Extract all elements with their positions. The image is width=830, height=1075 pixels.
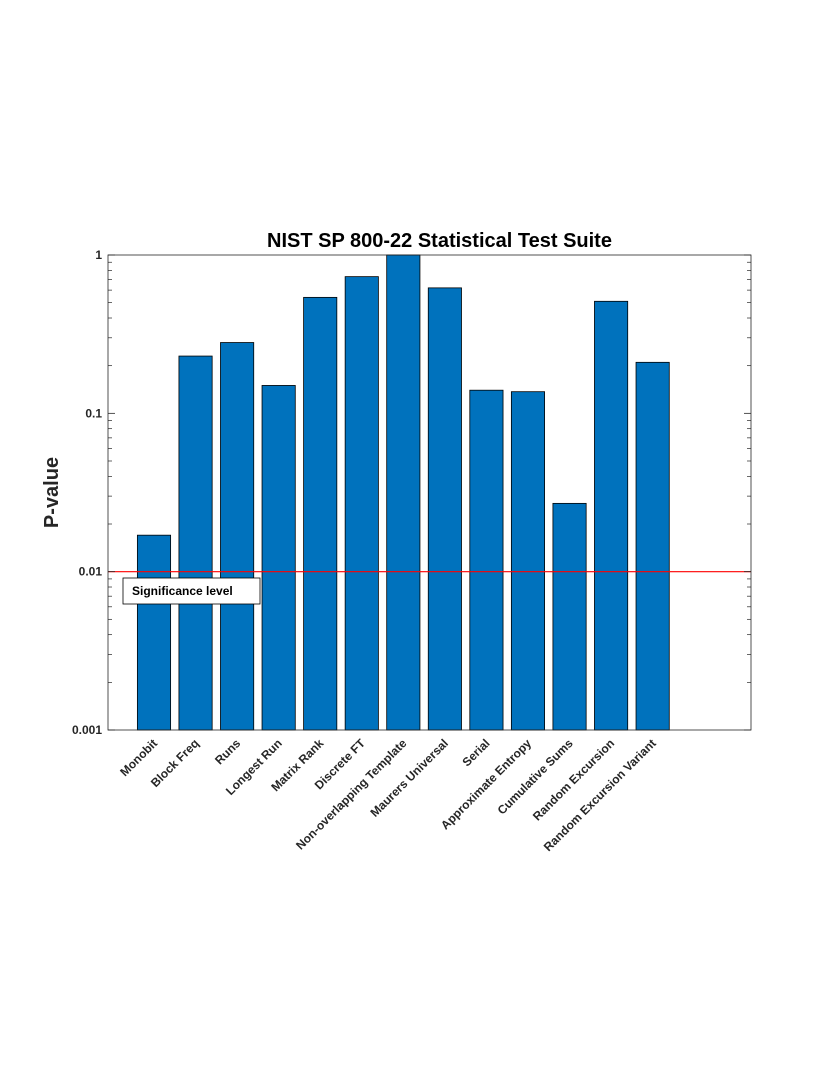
y-tick-label: 1 [95, 248, 102, 262]
bar-series [136, 254, 670, 731]
significance-legend-label: Significance level [132, 584, 233, 598]
x-tick-label-maurers-universal: Maurers Universal [368, 736, 451, 819]
chart-title: NIST SP 800-22 Statistical Test Suite [267, 230, 612, 252]
bar-discrete-ft [344, 276, 379, 731]
bar-longest-run [261, 385, 296, 731]
x-tick-label-runs: Runs [212, 736, 243, 767]
x-tick-label-monobit: Monobit [117, 736, 160, 779]
bar-matrix-rank [303, 296, 338, 731]
y-tick-label: 0.1 [85, 406, 102, 420]
y-axis-label: P-value [41, 457, 63, 528]
plot-frame [107, 254, 752, 731]
bar-random-excursion-variant [635, 361, 670, 731]
x-tick-label-cumulative-sums: Cumulative Sums [495, 736, 576, 817]
bar-approximate-entropy [510, 391, 545, 731]
axes [107, 254, 752, 731]
y-ticks: 0.001 0.01 0.1 1 [72, 248, 751, 737]
bar-random-excursion [594, 300, 629, 731]
significance-legend: Significance level [122, 577, 261, 605]
bar-serial [469, 389, 504, 731]
significance-legend-box [122, 577, 261, 605]
bar-block-freq [178, 355, 213, 731]
bar-cumulative-sums [552, 502, 587, 731]
bar-maurers-universal [427, 287, 462, 731]
bar-runs [220, 342, 255, 731]
bar-non-overlapping-template [386, 254, 421, 731]
y-tick-label: 0.001 [72, 723, 102, 737]
y-tick-label: 0.01 [79, 565, 103, 579]
bar-monobit [136, 534, 172, 731]
x-tick-label-serial: Serial [460, 736, 493, 769]
